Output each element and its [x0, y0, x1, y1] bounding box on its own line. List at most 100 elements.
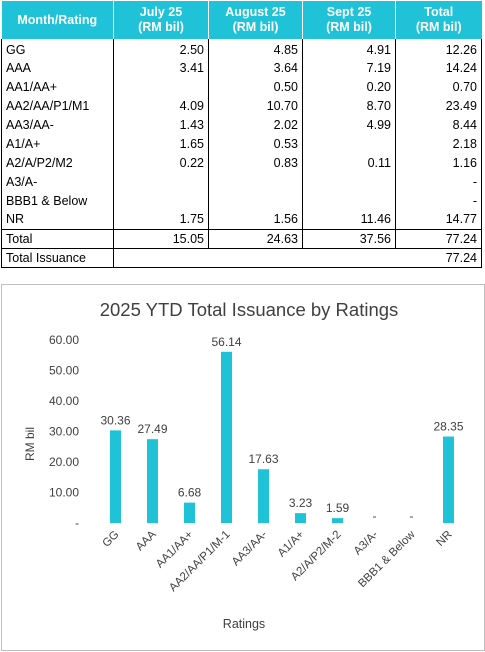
total-cell: 2.18	[395, 134, 482, 153]
bar	[258, 469, 269, 523]
data-label: 17.63	[248, 452, 278, 466]
total-cell: 1.16	[395, 153, 482, 172]
sept-cell: 11.46	[302, 210, 396, 229]
table-row: GG 2.50 4.85 4.91 12.26	[1, 39, 482, 58]
x-tick-label: A1/A+	[276, 528, 307, 559]
y-tick-label: 40.00	[49, 394, 79, 408]
total-sept: 37.56	[302, 228, 396, 249]
bar	[110, 430, 121, 523]
sept-cell: 8.70	[302, 96, 396, 115]
july-cell	[113, 77, 209, 96]
header-sept: Sept 25 (RM bil)	[302, 1, 396, 39]
total-issuance-value: 77.24	[113, 248, 482, 268]
august-cell: 3.64	[208, 58, 303, 77]
total-cell: -	[395, 191, 482, 210]
x-tick-label: AA3/AA-	[230, 529, 270, 569]
rating-cell: A1/A+	[1, 134, 114, 153]
table-row: A2/A/P2/M2 0.22 0.83 0.11 1.16	[1, 153, 482, 172]
august-cell: 2.02	[208, 115, 303, 134]
bar	[332, 518, 343, 523]
x-tick-label: A3/A-	[352, 529, 381, 558]
july-cell: 1.75	[113, 210, 209, 229]
bar	[147, 439, 158, 523]
y-axis-label: RM bil	[23, 427, 37, 461]
rating-cell: GG	[1, 39, 114, 58]
rating-cell: AA3/AA-	[1, 115, 114, 134]
y-tick-label: 60.00	[49, 333, 79, 347]
table-row: NR 1.75 1.56 11.46 14.77	[1, 210, 482, 229]
chart-title: 2025 YTD Total Issuance by Ratings	[100, 299, 399, 320]
august-cell: 0.83	[208, 153, 303, 172]
total-label: Total	[1, 228, 114, 249]
table-row: BBB1 & Below -	[1, 191, 482, 210]
rating-cell: NR	[1, 210, 114, 229]
issuance-table: Month/Rating July 25 (RM bil) August 25 (R…	[1, 1, 482, 268]
august-cell: 1.56	[208, 210, 303, 229]
rating-cell: A3/A-	[1, 172, 114, 191]
y-tick-label: 30.00	[49, 425, 79, 439]
table-header-row: Month/Rating July 25 (RM bil) August 25 (R…	[1, 1, 482, 39]
data-label: 6.68	[178, 486, 202, 500]
bar	[184, 502, 195, 523]
table-row: AA3/AA- 1.43 2.02 4.99 8.44	[1, 115, 482, 134]
data-label: 56.14	[211, 335, 241, 349]
august-cell	[208, 172, 303, 191]
data-label: 27.49	[137, 422, 167, 436]
total-cell: 12.26	[395, 39, 482, 58]
total-cell: 0.70	[395, 77, 482, 96]
header-august: August 25 (RM bil)	[208, 1, 303, 39]
y-tick-label: 50.00	[49, 364, 79, 378]
sept-cell	[302, 172, 396, 191]
total-total: 77.24	[395, 228, 482, 249]
total-cell: 14.24	[395, 58, 482, 77]
rating-cell: A2/A/P2/M2	[1, 153, 114, 172]
x-tick-label: GG	[100, 529, 121, 550]
july-cell: 4.09	[113, 96, 209, 115]
bar	[443, 436, 454, 523]
x-tick-label: NR	[434, 529, 454, 549]
header-month-rating: Month/Rating	[1, 1, 114, 39]
august-cell: 4.85	[208, 39, 303, 58]
chart-container: 2025 YTD Total Issuance by Ratings RM bi…	[1, 284, 485, 651]
data-label: 1.59	[326, 501, 350, 515]
table-row: AAA 3.41 3.64 7.19 14.24	[1, 58, 482, 77]
sept-cell	[302, 191, 396, 210]
y-tick-label: 20.00	[49, 455, 79, 469]
july-cell	[113, 172, 209, 191]
bar	[295, 513, 306, 523]
total-issuance-row: Total Issuance 77.24	[1, 248, 482, 268]
table-row: A3/A- -	[1, 172, 482, 191]
data-label: -	[373, 509, 377, 523]
bar-chart: 2025 YTD Total Issuance by Ratings RM bi…	[23, 299, 464, 631]
august-cell: 0.50	[208, 77, 303, 96]
table-row: AA1/AA+ 0.50 0.20 0.70	[1, 77, 482, 96]
total-august: 24.63	[208, 228, 303, 249]
x-axis-label: Ratings	[223, 617, 265, 631]
august-cell: 10.70	[208, 96, 303, 115]
total-cell: -	[395, 172, 482, 191]
total-issuance-label: Total Issuance	[1, 248, 114, 268]
total-cell: 8.44	[395, 115, 482, 134]
data-label: 30.36	[100, 413, 130, 427]
july-cell: 1.65	[113, 134, 209, 153]
july-cell: 2.50	[113, 39, 209, 58]
rating-cell: AA2/AA/P1/M1	[1, 96, 114, 115]
table-row: AA2/AA/P1/M1 4.09 10.70 8.70 23.49	[1, 96, 482, 115]
total-july: 15.05	[113, 228, 209, 249]
rating-cell: AA1/AA+	[1, 77, 114, 96]
july-cell: 0.22	[113, 153, 209, 172]
sept-cell: 7.19	[302, 58, 396, 77]
august-cell	[208, 191, 303, 210]
x-tick-label: AAA	[134, 528, 159, 553]
august-cell: 0.53	[208, 134, 303, 153]
header-july: July 25 (RM bil)	[113, 1, 209, 39]
sept-cell: 0.20	[302, 77, 396, 96]
sept-cell: 4.99	[302, 115, 396, 134]
sept-cell: 0.11	[302, 153, 396, 172]
y-axis: - 10.00 20.00 30.00 40.00 50.00 60.00	[49, 333, 79, 530]
sept-cell: 4.91	[302, 39, 396, 58]
header-total: Total (RM bil)	[395, 1, 482, 39]
total-cell: 23.49	[395, 96, 482, 115]
table-row: A1/A+ 1.65 0.53 2.18	[1, 134, 482, 153]
